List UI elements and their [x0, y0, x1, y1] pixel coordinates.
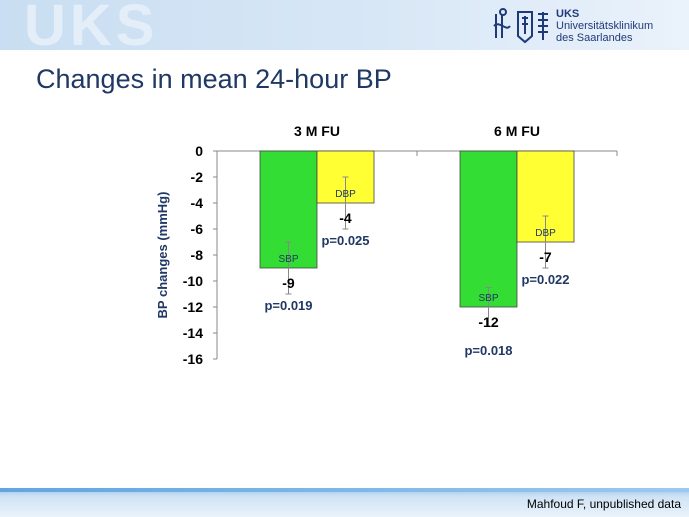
source-citation: Mahfoud F, unpublished data — [526, 497, 681, 511]
y-tick-label: -12 — [183, 299, 203, 315]
y-tick-label: -8 — [191, 247, 204, 263]
y-tick-label: -10 — [183, 273, 203, 289]
footer-band — [0, 488, 689, 517]
bar-series-label: DBP — [535, 228, 556, 239]
university-crest-icon — [493, 8, 548, 44]
y-tick-label: -2 — [191, 169, 204, 185]
p-value-label: p=0.025 — [321, 233, 369, 248]
data-label: -4 — [339, 210, 352, 226]
p-value-label: p=0.019 — [264, 298, 312, 313]
p-value-label: p=0.022 — [521, 272, 569, 287]
data-label: -9 — [282, 275, 295, 291]
bar-series-label: SBP — [478, 293, 498, 304]
category-label: 6 M FU — [494, 123, 540, 139]
y-tick-label: -14 — [183, 325, 203, 341]
bar-series-label: DBP — [335, 189, 356, 200]
y-tick-label: -4 — [191, 195, 204, 211]
footer-line — [0, 488, 689, 492]
y-axis-label: BP changes (mmHg) — [155, 192, 170, 319]
logo-line-1: Universitätsklinikum — [556, 20, 654, 32]
logo-text: UKS Universitätsklinikum des Saarlandes — [556, 8, 653, 44]
y-tick-label: 0 — [195, 143, 203, 159]
p-value-label: p=0.018 — [464, 343, 512, 358]
y-tick-label: -6 — [191, 221, 204, 237]
data-label: -12 — [478, 314, 498, 330]
logo-line-2: des Saarlandes — [556, 32, 633, 44]
data-label: -7 — [539, 249, 552, 265]
sbp-bar — [459, 150, 518, 308]
y-tick-label: -16 — [183, 351, 203, 367]
slide-title: Changes in mean 24-hour BP — [36, 64, 392, 94]
logo-abbr: UKS — [556, 8, 580, 20]
watermark-text: UKS — [24, 0, 159, 58]
bar-series-label: SBP — [278, 254, 298, 265]
header-band — [0, 0, 689, 50]
category-label: 3 M FU — [294, 123, 340, 139]
university-logo: UKS Universitätsklinikum des Saarlandes — [492, 6, 682, 46]
